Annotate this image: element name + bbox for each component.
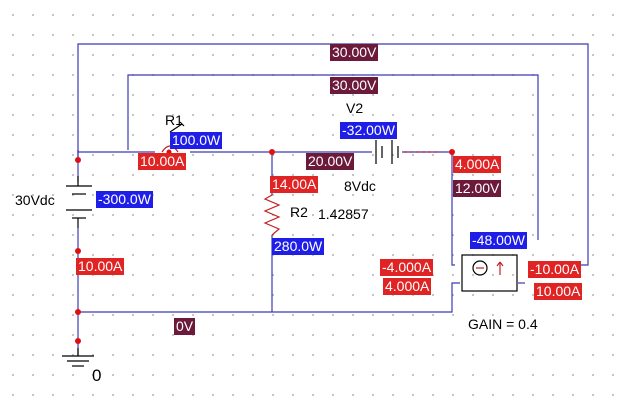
current-label-dep-right-b[interactable]: 10.00A — [534, 283, 583, 300]
node-dots — [75, 149, 455, 344]
battery-v2-icon[interactable] — [375, 140, 440, 164]
current-label-r1[interactable]: 10.00A — [138, 153, 187, 170]
ground-icon — [62, 348, 94, 367]
power-label-v2[interactable]: -32.00W — [340, 122, 397, 139]
current-label-dep-right-a[interactable]: -10.00A — [528, 261, 582, 278]
wire-right-branch[interactable] — [451, 152, 455, 266]
wire-bottom-rail[interactable] — [78, 282, 460, 313]
resistor-r2-icon[interactable] — [263, 194, 281, 236]
power-label-r1[interactable]: 100.0W — [170, 132, 223, 149]
current-label-v1[interactable]: 10.00A — [76, 258, 125, 275]
wire-top-branch[interactable] — [77, 150, 155, 153]
current-label-v2[interactable]: 4.000A — [453, 156, 502, 173]
ground-name: 0 — [92, 366, 102, 385]
voltage-label-ground[interactable]: 0V — [174, 318, 196, 335]
current-label-dep-left-a[interactable]: -4.000A — [380, 259, 434, 276]
power-label-v1[interactable]: -300.0W — [96, 191, 153, 208]
voltage-label-top-inner[interactable]: 30.00V — [330, 77, 379, 94]
current-label-r2[interactable]: 14.00A — [270, 176, 319, 193]
v2-name: V2 — [346, 100, 364, 116]
r1-name: R1 — [165, 112, 183, 128]
current-label-dep-left-b[interactable]: 4.000A — [383, 278, 432, 295]
battery-v1-icon[interactable] — [66, 176, 92, 228]
r2-value: 1.42857 — [318, 206, 369, 222]
voltage-label-mid[interactable]: 20.00V — [306, 153, 355, 170]
gain-label: GAIN = 0.4 — [468, 316, 538, 332]
v1-value: 30Vdc — [15, 192, 55, 208]
voltage-label-top-outer[interactable]: 30.00V — [330, 44, 379, 61]
v2-value: 8Vdc — [344, 178, 376, 194]
voltage-label-right[interactable]: 12.00V — [453, 180, 502, 197]
r2-name: R2 — [290, 204, 308, 220]
power-label-dependent[interactable]: -48.00W — [470, 232, 527, 249]
power-label-r2[interactable]: 280.0W — [272, 238, 325, 255]
dependent-source-icon[interactable] — [461, 254, 518, 292]
wire-inner-loop[interactable] — [127, 74, 539, 240]
